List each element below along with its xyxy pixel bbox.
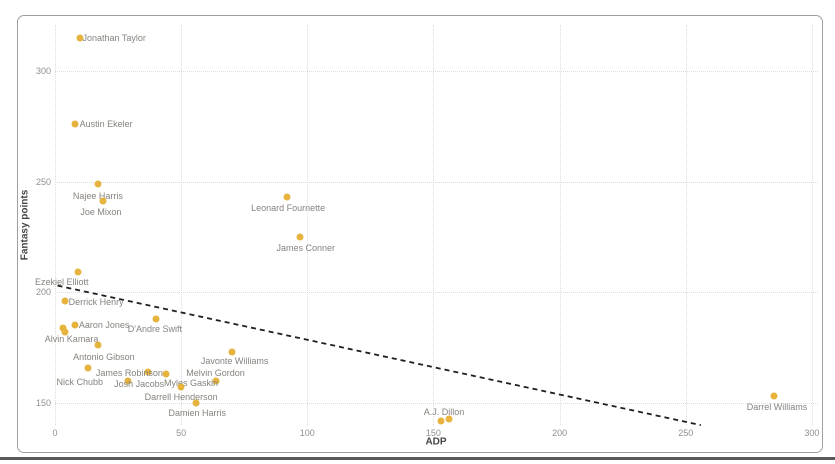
data-point-najee-harris[interactable] [94,180,102,188]
x-tick-label: 300 [804,428,820,438]
data-point-d-andre-swift[interactable] [152,315,160,323]
y-gridline [55,403,818,404]
data-point-myles-gaskin[interactable] [162,370,170,378]
x-tick-label: 150 [425,428,441,438]
data-point-ezekiel-elliott[interactable] [74,268,82,276]
x-tick-label: 200 [552,428,568,438]
x-tick-label: 50 [176,428,187,438]
x-axis-title: ADP [425,436,447,448]
y-gridline [55,181,818,183]
scatter-visual-frame [17,15,823,453]
data-point-james-robinson[interactable] [144,368,152,376]
y-gridline [55,70,818,72]
x-gridline [811,25,813,425]
data-point-joe-mixon[interactable] [99,197,107,205]
data-point-jonathan-taylor[interactable] [76,34,84,42]
x-tick-label: 250 [678,428,694,438]
data-point-josh-jacobs[interactable] [124,377,132,385]
data-point-unlabeled[interactable] [445,415,453,422]
data-point-derrick-henry[interactable] [61,297,69,305]
y-tick-label: 250 [35,176,51,187]
data-point-austin-ekeler[interactable] [71,120,79,128]
data-point-unlabeled[interactable] [61,328,69,336]
data-point-javonte-williams[interactable] [228,348,236,356]
data-point-alvin-kamara[interactable] [59,324,67,332]
y-tick-label: 200 [35,287,51,298]
data-point-melvin-gordon[interactable] [212,377,220,385]
x-gridline [55,25,56,425]
data-point-james-conner[interactable] [296,233,304,241]
y-axis-title: Fantasy points [19,189,31,261]
data-point-nick-chubb[interactable] [84,364,92,372]
data-point-antonio-gibson[interactable] [94,341,102,349]
data-point-leonard-fournette[interactable] [283,193,291,201]
data-point-darrell-henderson[interactable] [177,383,185,391]
y-gridline [55,292,818,294]
x-gridline [685,25,687,425]
x-gridline [559,25,561,425]
x-gridline [433,25,435,425]
x-gridline [307,25,309,425]
y-tick-label: 300 [35,65,51,76]
x-tick-label: 100 [299,428,315,438]
data-point-aaron-jones[interactable] [71,321,79,329]
data-point-a-j-dillon[interactable] [437,417,445,425]
x-tick-label: 0 [52,428,58,438]
bottom-divider [0,457,835,460]
data-point-damien-harris[interactable] [192,399,200,407]
x-gridline [181,25,183,425]
y-tick-label: 150 [35,398,51,408]
data-point-darrel-williams[interactable] [770,392,778,400]
